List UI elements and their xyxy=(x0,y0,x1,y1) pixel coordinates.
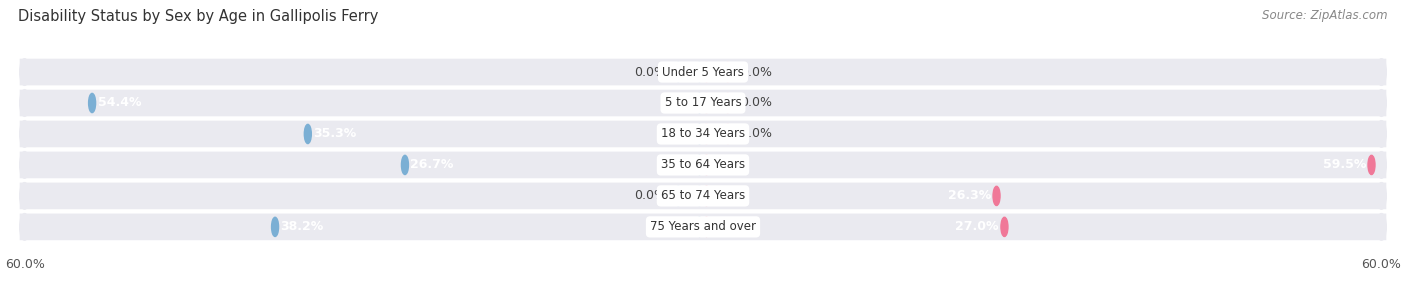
Text: 0.0%: 0.0% xyxy=(741,96,772,109)
FancyBboxPatch shape xyxy=(20,59,1386,85)
Text: 0.0%: 0.0% xyxy=(741,127,772,141)
Circle shape xyxy=(1376,214,1386,240)
Text: 0.0%: 0.0% xyxy=(741,66,772,78)
FancyBboxPatch shape xyxy=(20,90,1386,116)
Text: Under 5 Years: Under 5 Years xyxy=(662,66,744,78)
Circle shape xyxy=(696,124,703,144)
Circle shape xyxy=(675,186,682,206)
Circle shape xyxy=(703,124,710,144)
Text: Disability Status by Sex by Age in Gallipolis Ferry: Disability Status by Sex by Age in Galli… xyxy=(18,9,378,24)
Text: 54.4%: 54.4% xyxy=(97,96,141,109)
Circle shape xyxy=(696,186,703,206)
Circle shape xyxy=(1376,121,1386,147)
Text: 5 to 17 Years: 5 to 17 Years xyxy=(665,96,741,109)
Circle shape xyxy=(703,155,710,174)
FancyBboxPatch shape xyxy=(20,152,1386,178)
Text: 26.3%: 26.3% xyxy=(948,189,991,203)
Text: 0.0%: 0.0% xyxy=(634,189,665,203)
Text: 65 to 74 Years: 65 to 74 Years xyxy=(661,189,745,203)
Text: 75 Years and over: 75 Years and over xyxy=(650,221,756,233)
Circle shape xyxy=(696,93,703,113)
Circle shape xyxy=(703,217,710,236)
Circle shape xyxy=(724,93,731,113)
Circle shape xyxy=(1376,59,1386,85)
Circle shape xyxy=(304,124,311,144)
Text: 0.0%: 0.0% xyxy=(634,66,665,78)
Circle shape xyxy=(724,63,731,82)
Text: 26.7%: 26.7% xyxy=(411,158,454,171)
Circle shape xyxy=(20,183,30,209)
FancyBboxPatch shape xyxy=(20,214,1386,240)
Circle shape xyxy=(89,93,96,113)
Text: 35 to 64 Years: 35 to 64 Years xyxy=(661,158,745,171)
Circle shape xyxy=(1376,152,1386,178)
Circle shape xyxy=(1376,90,1386,116)
Circle shape xyxy=(696,155,703,174)
Circle shape xyxy=(1368,155,1375,174)
Circle shape xyxy=(696,217,703,236)
Circle shape xyxy=(724,124,731,144)
Circle shape xyxy=(20,90,30,116)
Circle shape xyxy=(675,63,682,82)
Text: 35.3%: 35.3% xyxy=(314,127,357,141)
Text: 27.0%: 27.0% xyxy=(956,221,998,233)
Circle shape xyxy=(696,63,703,82)
Circle shape xyxy=(20,152,30,178)
Circle shape xyxy=(271,217,278,236)
Circle shape xyxy=(703,186,710,206)
Text: Source: ZipAtlas.com: Source: ZipAtlas.com xyxy=(1263,9,1388,22)
FancyBboxPatch shape xyxy=(20,183,1386,209)
Circle shape xyxy=(402,155,409,174)
Circle shape xyxy=(1001,217,1008,236)
Circle shape xyxy=(703,63,710,82)
Circle shape xyxy=(20,121,30,147)
Circle shape xyxy=(993,186,1000,206)
Circle shape xyxy=(1376,183,1386,209)
Circle shape xyxy=(20,59,30,85)
Circle shape xyxy=(703,93,710,113)
Text: 18 to 34 Years: 18 to 34 Years xyxy=(661,127,745,141)
Circle shape xyxy=(20,214,30,240)
Text: 59.5%: 59.5% xyxy=(1323,158,1367,171)
Text: 38.2%: 38.2% xyxy=(281,221,323,233)
FancyBboxPatch shape xyxy=(20,121,1386,147)
